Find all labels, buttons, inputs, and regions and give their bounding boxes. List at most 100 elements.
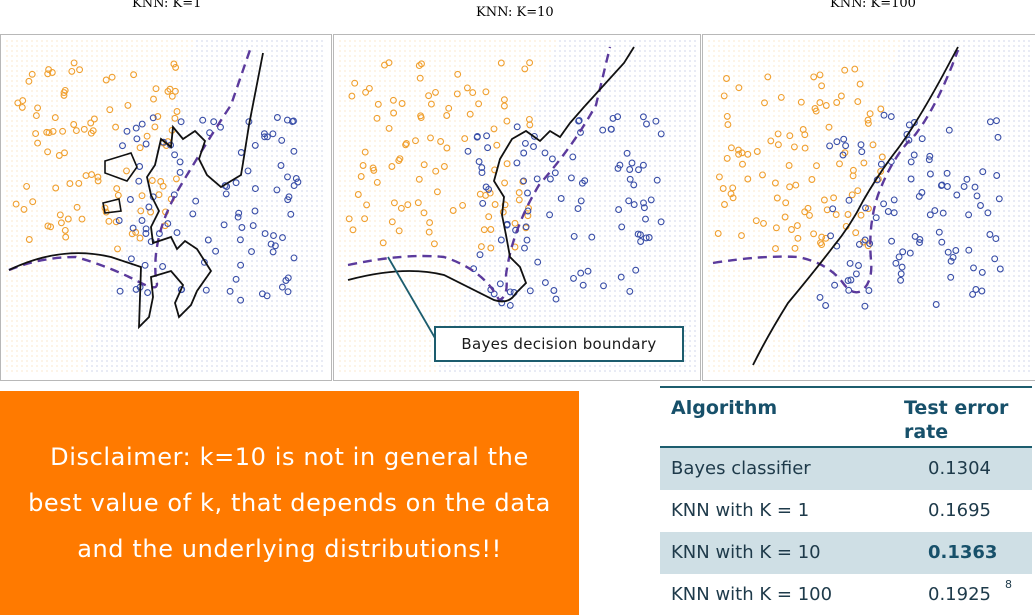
blue-class-point [978, 268, 986, 276]
orange-class-point [760, 219, 767, 227]
blue-class-point [973, 192, 981, 200]
blue-class-point [534, 258, 542, 266]
orange-class-point [767, 137, 775, 145]
blue-class-point [541, 149, 549, 157]
orange-class-point [359, 162, 367, 169]
orange-class-point [108, 73, 116, 81]
blue-class-point [607, 125, 615, 133]
orange-class-point [781, 213, 789, 221]
knn-k10-panel [333, 34, 701, 381]
orange-class-point [29, 198, 37, 206]
table-row: Bayes classifier 0.1304 [660, 448, 1032, 490]
orange-class-point [459, 201, 467, 209]
orange-class-point [357, 173, 365, 180]
blue-class-point [639, 113, 647, 121]
orange-class-point [137, 207, 145, 215]
blue-class-point [855, 240, 863, 248]
orange-class-point [808, 176, 816, 183]
blue-class-point [290, 254, 298, 262]
blue-class-point [926, 152, 934, 160]
blue-class-point [249, 222, 257, 230]
orange-class-point [753, 148, 761, 155]
blue-class-point [880, 200, 888, 208]
orange-class-point [402, 140, 410, 147]
orange-class-point [351, 79, 359, 87]
blue-class-point [984, 209, 992, 217]
blue-class-point [994, 133, 1002, 141]
orange-class-point [345, 215, 353, 223]
blue-class-point [271, 242, 279, 250]
orange-class-point [515, 189, 523, 197]
orange-class-point [20, 205, 28, 213]
orange-class-point [877, 105, 885, 113]
blue-class-point [261, 133, 269, 141]
blue-class-point [171, 151, 179, 159]
blue-class-point [657, 218, 665, 226]
orange-class-point [790, 143, 798, 151]
orange-class-point [759, 171, 766, 179]
orange-class-point [76, 66, 84, 74]
blue-class-point [847, 276, 855, 284]
blue-class-point [625, 197, 633, 205]
blue-class-point [478, 169, 486, 177]
blue-class-point [926, 211, 934, 219]
orange-class-point [47, 223, 55, 231]
orange-class-point [34, 104, 42, 112]
blue-class-point [226, 287, 234, 295]
orange-class-point [64, 215, 72, 223]
blue-class-point [192, 197, 200, 205]
knn-k1-panel [0, 34, 332, 381]
orange-class-point [830, 194, 838, 202]
blue-class-point [822, 302, 830, 309]
blue-class-point [261, 230, 269, 238]
orange-class-point [856, 80, 864, 88]
knn-k100-panel [702, 34, 1035, 381]
orange-class-point [822, 102, 830, 109]
orange-class-point [786, 132, 794, 140]
column-header-rate: rate [904, 421, 949, 443]
blue-class-point [551, 169, 559, 177]
orange-class-point [123, 167, 130, 175]
orange-class-point [735, 150, 743, 158]
blue-class-point [138, 120, 146, 128]
blue-class-point [212, 247, 220, 255]
blue-class-point [952, 247, 960, 254]
disclaimer-line-2: best value of k, that depends on the dat… [28, 489, 551, 517]
blue-class-point [237, 261, 245, 269]
blue-class-point [273, 114, 281, 121]
blue-class-point [278, 136, 286, 144]
blue-class-point [290, 117, 297, 125]
blue-class-point [217, 123, 224, 131]
orange-class-point [849, 172, 857, 180]
orange-class-point [151, 123, 159, 131]
blue-class-point [643, 120, 650, 128]
orange-class-point [80, 125, 88, 133]
orange-class-point [782, 199, 790, 207]
blue-class-point [653, 176, 661, 184]
blue-class-point [115, 217, 123, 224]
blue-class-point [995, 195, 1003, 203]
orange-class-point [463, 84, 471, 92]
blue-class-point [910, 151, 918, 159]
blue-class-point [857, 141, 865, 149]
table-row: KNN with K = 1 0.1695 [660, 490, 1032, 532]
orange-class-point [738, 232, 745, 240]
orange-class-point [60, 91, 68, 99]
orange-class-point [61, 226, 69, 234]
blue-class-point [630, 181, 638, 189]
blue-class-point [269, 130, 277, 138]
orange-class-point [88, 171, 96, 179]
blue-class-point [258, 290, 266, 298]
blue-class-point [575, 117, 583, 124]
orange-class-point [32, 130, 40, 138]
blue-class-point [126, 196, 134, 203]
orange-class-point [761, 99, 768, 107]
orange-class-point [59, 127, 67, 135]
blue-class-point [484, 144, 492, 152]
blue-class-point [935, 228, 943, 236]
orange-class-point [525, 204, 532, 212]
orange-class-point [482, 88, 490, 96]
blue-class-point [270, 232, 277, 240]
orange-class-point [390, 109, 398, 117]
orange-class-point [415, 175, 423, 183]
